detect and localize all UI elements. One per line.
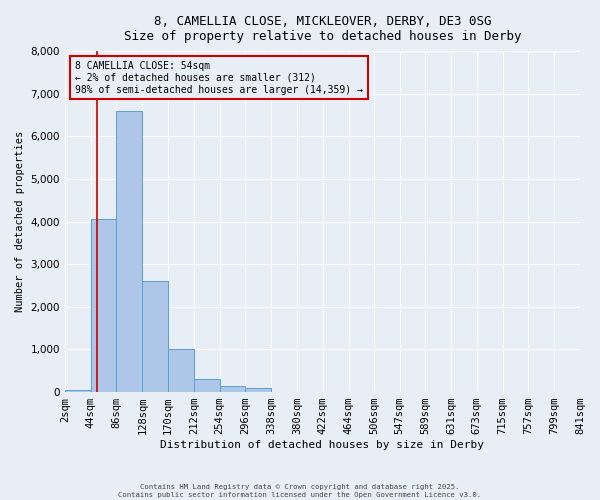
Bar <box>245 388 271 392</box>
X-axis label: Distribution of detached houses by size in Derby: Distribution of detached houses by size … <box>160 440 484 450</box>
Bar <box>91 220 116 392</box>
Bar <box>116 111 142 392</box>
Bar <box>168 350 194 392</box>
Text: 8 CAMELLIA CLOSE: 54sqm
← 2% of detached houses are smaller (312)
98% of semi-de: 8 CAMELLIA CLOSE: 54sqm ← 2% of detached… <box>75 62 363 94</box>
Title: 8, CAMELLIA CLOSE, MICKLEOVER, DERBY, DE3 0SG
Size of property relative to detac: 8, CAMELLIA CLOSE, MICKLEOVER, DERBY, DE… <box>124 15 521 43</box>
Bar <box>65 390 91 392</box>
Text: Contains HM Land Registry data © Crown copyright and database right 2025.
Contai: Contains HM Land Registry data © Crown c… <box>118 484 482 498</box>
Bar <box>220 386 245 392</box>
Bar <box>142 282 168 392</box>
Y-axis label: Number of detached properties: Number of detached properties <box>15 131 25 312</box>
Bar <box>194 380 220 392</box>
